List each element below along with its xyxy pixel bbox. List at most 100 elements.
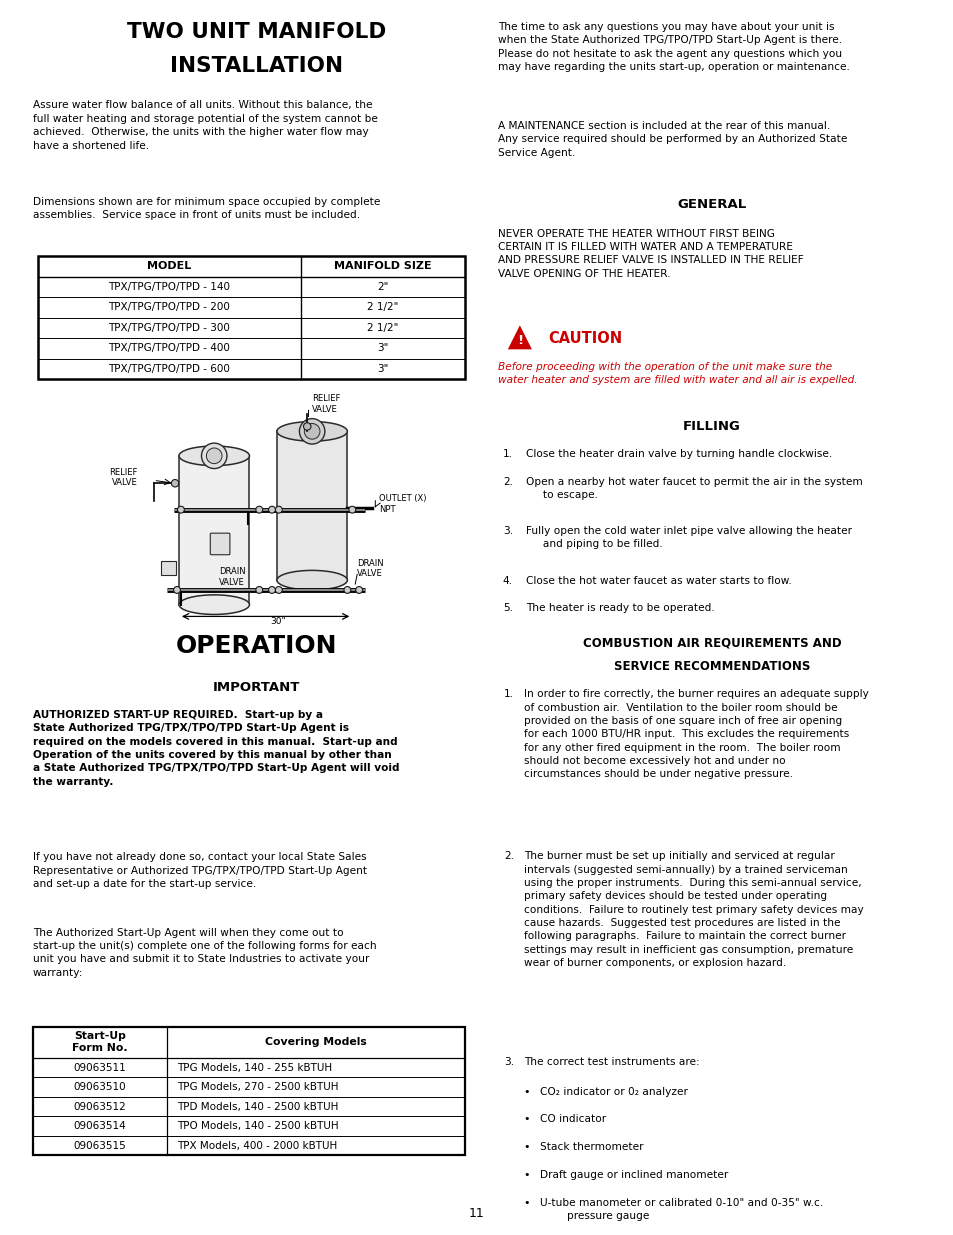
Text: TPX Models, 400 - 2000 kBTUH: TPX Models, 400 - 2000 kBTUH [176, 1140, 336, 1151]
Polygon shape [509, 329, 529, 348]
Text: •: • [523, 1142, 530, 1152]
Text: •: • [523, 1114, 530, 1124]
Ellipse shape [179, 595, 250, 615]
Bar [161, 561, 176, 576]
Text: 2": 2" [376, 282, 388, 291]
Circle shape [173, 587, 180, 593]
Text: 2 1/2": 2 1/2" [367, 322, 398, 333]
Text: TPX/TPG/TPO/TPD - 400: TPX/TPG/TPO/TPD - 400 [109, 343, 230, 353]
Text: MANIFOLD SIZE: MANIFOLD SIZE [334, 262, 431, 272]
Text: Close the heater drain valve by turning handle clockwise.: Close the heater drain valve by turning … [525, 448, 831, 459]
Text: CO₂ indicator or 0₂ analyzer: CO₂ indicator or 0₂ analyzer [539, 1087, 687, 1097]
Text: Start-Up
Form No.: Start-Up Form No. [72, 1031, 128, 1053]
Text: INLET (X)
NPT: INLET (X) NPT [204, 598, 243, 618]
Circle shape [255, 587, 262, 593]
Circle shape [275, 587, 282, 593]
Text: Covering Models: Covering Models [265, 1037, 366, 1047]
Bar [276, 431, 347, 580]
Circle shape [177, 506, 184, 513]
Circle shape [275, 506, 282, 513]
Text: The Authorized Start-Up Agent will when they come out to
start-up the unit(s) co: The Authorized Start-Up Agent will when … [33, 927, 376, 978]
Text: 2 1/2": 2 1/2" [367, 303, 398, 312]
Text: AUTHORIZED START-UP REQUIRED.  Start-up by a
State Authorized TPG/TPX/TPO/TPD St: AUTHORIZED START-UP REQUIRED. Start-up b… [33, 710, 399, 787]
Ellipse shape [276, 571, 347, 590]
Text: COMBUSTION AIR REQUIREMENTS AND: COMBUSTION AIR REQUIREMENTS AND [582, 637, 841, 650]
Circle shape [344, 587, 351, 593]
Text: 11: 11 [469, 1207, 484, 1220]
Text: If you have not already done so, contact your local State Sales
Representative o: If you have not already done so, contact… [33, 852, 367, 889]
Text: DRAIN
VALVE: DRAIN VALVE [356, 558, 383, 578]
Text: DRAIN
VALVE: DRAIN VALVE [219, 567, 246, 587]
Text: SERVICE RECOMMENDATIONS: SERVICE RECOMMENDATIONS [613, 659, 809, 673]
FancyBboxPatch shape [210, 534, 230, 555]
Text: 3.: 3. [502, 526, 513, 536]
Text: 1.: 1. [503, 689, 514, 699]
Text: IMPORTANT: IMPORTANT [213, 682, 300, 694]
Circle shape [269, 587, 275, 593]
Circle shape [206, 448, 222, 463]
Text: Before proceeding with the operation of the unit make sure the
water heater and : Before proceeding with the operation of … [497, 362, 857, 385]
Text: Assure water flow balance of all units. Without this balance, the
full water hea: Assure water flow balance of all units. … [33, 100, 377, 151]
Text: •: • [523, 1198, 530, 1208]
Text: TPO Models, 140 - 2500 kBTUH: TPO Models, 140 - 2500 kBTUH [176, 1121, 338, 1131]
Bar [179, 456, 250, 605]
Text: In order to fire correctly, the burner requires an adequate supply
of combustion: In order to fire correctly, the burner r… [523, 689, 868, 779]
Circle shape [269, 506, 275, 513]
Text: 09063510: 09063510 [73, 1082, 126, 1092]
Text: TPX/TPG/TPO/TPD - 300: TPX/TPG/TPO/TPD - 300 [109, 322, 230, 333]
Text: Open a nearby hot water faucet to permit the air in the system
     to escape.: Open a nearby hot water faucet to permit… [525, 477, 862, 500]
Ellipse shape [276, 421, 347, 441]
Text: Draft gauge or inclined manometer: Draft gauge or inclined manometer [539, 1170, 727, 1179]
Text: TWO UNIT MANIFOLD: TWO UNIT MANIFOLD [127, 22, 386, 42]
Text: TPX/TPG/TPO/TPD - 600: TPX/TPG/TPO/TPD - 600 [109, 364, 230, 374]
Text: OPERATION: OPERATION [175, 635, 336, 658]
Circle shape [201, 443, 227, 468]
Circle shape [355, 587, 362, 593]
Bar [38, 256, 464, 379]
Text: 09063511: 09063511 [73, 1062, 126, 1072]
Text: TPG Models, 140 - 255 kBTUH: TPG Models, 140 - 255 kBTUH [176, 1062, 332, 1072]
Text: 1.: 1. [502, 448, 513, 459]
Text: Fully open the cold water inlet pipe valve allowing the heater
     and piping t: Fully open the cold water inlet pipe val… [525, 526, 851, 550]
Text: Dimensions shown are for minimum space occupied by complete
assemblies.  Service: Dimensions shown are for minimum space o… [33, 196, 380, 220]
Text: U-tube manometer or calibrated 0-10" and 0-35" w.c.
        pressure gauge: U-tube manometer or calibrated 0-10" and… [539, 1198, 822, 1221]
Bar [33, 1026, 464, 1155]
Circle shape [172, 479, 178, 487]
Text: RELIEF
VALVE: RELIEF VALVE [110, 468, 137, 487]
Circle shape [299, 419, 325, 445]
Text: TPD Models, 140 - 2500 kBTUH: TPD Models, 140 - 2500 kBTUH [176, 1102, 338, 1112]
Text: CAUTION: CAUTION [547, 331, 621, 346]
Text: TPX/TPG/TPO/TPD - 140: TPX/TPG/TPO/TPD - 140 [108, 282, 230, 291]
Text: TPG Models, 270 - 2500 kBTUH: TPG Models, 270 - 2500 kBTUH [176, 1082, 338, 1092]
Circle shape [255, 506, 262, 513]
Text: •: • [523, 1087, 530, 1097]
Text: 3": 3" [376, 343, 388, 353]
Text: 3.: 3. [503, 1057, 514, 1067]
Text: Close the hot water faucet as water starts to flow.: Close the hot water faucet as water star… [525, 576, 791, 585]
Text: 09063512: 09063512 [73, 1102, 126, 1112]
Text: !: ! [517, 333, 522, 347]
Text: 30": 30" [271, 618, 286, 626]
Text: INSTALLATION: INSTALLATION [170, 57, 343, 77]
Text: CO indicator: CO indicator [539, 1114, 605, 1124]
Text: Stack thermometer: Stack thermometer [539, 1142, 642, 1152]
Text: TPX/TPG/TPO/TPD - 200: TPX/TPG/TPO/TPD - 200 [109, 303, 230, 312]
Text: 4.: 4. [502, 576, 513, 585]
Text: The time to ask any questions you may have about your unit is
when the State Aut: The time to ask any questions you may ha… [497, 22, 849, 72]
Circle shape [303, 422, 311, 430]
Text: 09063515: 09063515 [73, 1140, 126, 1151]
Text: RELIEF
VALVE: RELIEF VALVE [312, 394, 340, 414]
Text: The burner must be set up initially and serviced at regular
intervals (suggested: The burner must be set up initially and … [523, 851, 862, 968]
Text: MODEL: MODEL [147, 262, 192, 272]
Text: 2.: 2. [502, 477, 513, 487]
Text: 5.: 5. [502, 603, 513, 614]
Text: •: • [523, 1170, 530, 1179]
Text: FILLING: FILLING [682, 420, 740, 433]
Text: 3": 3" [376, 364, 388, 374]
Text: GENERAL: GENERAL [677, 198, 746, 211]
Ellipse shape [179, 446, 250, 466]
Text: 09063514: 09063514 [73, 1121, 126, 1131]
Text: The correct test instruments are:: The correct test instruments are: [523, 1057, 699, 1067]
Text: NEVER OPERATE THE HEATER WITHOUT FIRST BEING
CERTAIN IT IS FILLED WITH WATER AND: NEVER OPERATE THE HEATER WITHOUT FIRST B… [497, 228, 802, 279]
Text: OUTLET (X)
NPT: OUTLET (X) NPT [378, 494, 426, 514]
